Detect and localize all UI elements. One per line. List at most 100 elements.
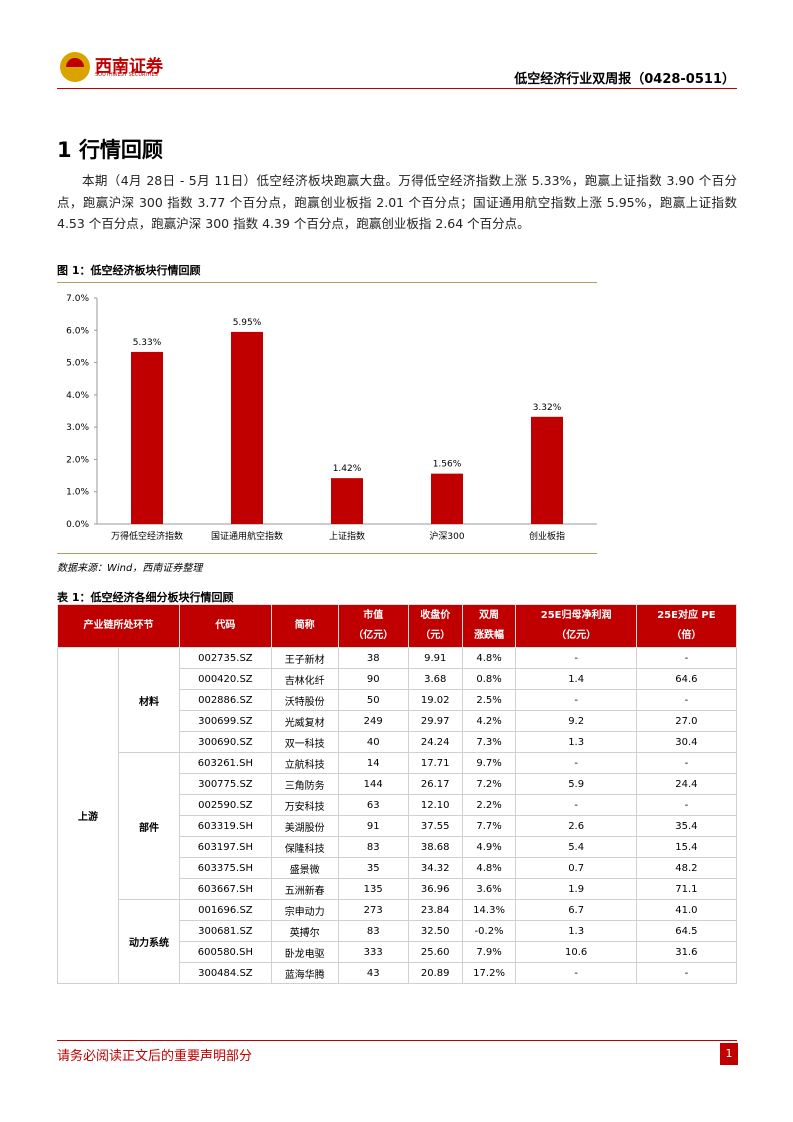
table-caption: 表 1：低空经济各细分板块行情回顾 [57, 591, 234, 604]
table-cell: 603261.SH [179, 752, 272, 774]
table-cell: 41.0 [635, 899, 738, 921]
table-row: 002886.SZ 沃特股份 50 19.02 2.5% - - [58, 689, 738, 711]
bar [331, 478, 363, 524]
value-label: 1.42% [333, 464, 362, 474]
table-cell: 35 [337, 857, 409, 879]
table-cell: 63 [337, 794, 409, 816]
table-cell: 2.5% [461, 689, 517, 711]
header-cell: 25E归母净利润 （亿元） [515, 604, 637, 648]
table-cell: 20.89 [407, 962, 463, 984]
table-cell: 249 [337, 710, 409, 732]
table-cell: 30.4 [635, 731, 738, 753]
table-cell: 0.7 [515, 857, 637, 879]
table-cell: 35.4 [635, 815, 738, 837]
table-cell: 0.8% [461, 668, 517, 690]
table-row: 603667.SH 五洲新春 135 36.96 3.6% 1.9 71.1 [58, 878, 738, 900]
table-cell: 34.32 [407, 857, 463, 879]
table-cell: 12.10 [407, 794, 463, 816]
table-cell: - [635, 794, 738, 816]
source-rule [57, 553, 597, 554]
y-tick-label: 4.0% [66, 391, 89, 401]
value-label: 5.33% [133, 338, 162, 348]
table-cell: 23.84 [407, 899, 463, 921]
table-cell: - [515, 647, 637, 669]
table-cell: 4.2% [461, 710, 517, 732]
y-tick-label: 2.0% [66, 455, 89, 465]
table-cell: 603197.SH [179, 836, 272, 858]
table-cell: 43 [337, 962, 409, 984]
table-cell: 603667.SH [179, 878, 272, 900]
table-cell: 14.3% [461, 899, 517, 921]
table-row: 000420.SZ 吉林化纤 90 3.68 0.8% 1.4 64.6 [58, 668, 738, 690]
table-cell: 15.4 [635, 836, 738, 858]
value-label: 1.56% [433, 460, 462, 470]
disclaimer: 请务必阅读正文后的重要声明部分 [57, 1049, 253, 1064]
table-cell: 300690.SZ [179, 731, 272, 753]
table-cell: 卧龙电驱 [270, 941, 339, 963]
table-cell: 三角防务 [270, 773, 339, 795]
table-cell: 300699.SZ [179, 710, 272, 732]
table-row: 部件 603261.SH 立航科技 14 17.71 9.7% - - [58, 752, 738, 900]
table-cell: 5.4 [515, 836, 637, 858]
bar [431, 473, 463, 524]
table-cell: 83 [337, 920, 409, 942]
table-cell: 2.6 [515, 815, 637, 837]
table-cell: 38.68 [407, 836, 463, 858]
header-cell: 双周 涨跌幅 [461, 604, 517, 648]
table-cell: 29.97 [407, 710, 463, 732]
value-label: 5.95% [233, 318, 262, 328]
y-tick-label: 0.0% [66, 520, 89, 530]
header-cell: 简称 [270, 604, 339, 648]
y-tick-label: 6.0% [66, 326, 89, 336]
footer-rule [57, 1040, 737, 1041]
chart: 0.0% 1.0% 2.0% 3.0% 4.0% 5.0% 6.0% 7.0% 5.33% 万得低… [66, 294, 597, 542]
table-row: 300775.SZ 三角防务 144 26.17 7.2% 5.9 24.4 [58, 773, 738, 795]
x-tick-label: 沪深300 [429, 530, 464, 542]
table-cell: 24.4 [635, 773, 738, 795]
table-cell: - [515, 689, 637, 711]
x-tick-label: 国证通用航空指数 [211, 530, 283, 542]
table-cell: 32.50 [407, 920, 463, 942]
section-number: 1 [57, 138, 72, 162]
table-cell: 5.9 [515, 773, 637, 795]
table-cell: 26.17 [407, 773, 463, 795]
table-cell: 6.7 [515, 899, 637, 921]
table-cell: 333 [337, 941, 409, 963]
table-cell: 71.1 [635, 878, 738, 900]
y-tick-label: 1.0% [66, 488, 89, 498]
table-cell: 1.3 [515, 731, 637, 753]
page-number: 1 [720, 1043, 738, 1065]
header-cell: 25E对应 PE （倍） [635, 604, 738, 648]
table-cell: 31.6 [635, 941, 738, 963]
table-cell: 27.0 [635, 710, 738, 732]
table-cell: 300484.SZ [179, 962, 272, 984]
header-cell: 产业链所处环节 [57, 604, 180, 648]
chain-cell: 上游 [57, 647, 119, 984]
table-cell: 光威复材 [270, 710, 339, 732]
y-tick-label: 5.0% [66, 359, 89, 369]
table-cell: 144 [337, 773, 409, 795]
group-cell: 部件 [118, 752, 180, 900]
table-row: 603375.SH 盛景微 35 34.32 4.8% 0.7 48.2 [58, 857, 738, 879]
table-cell: - [635, 752, 738, 774]
y-tick-label: 3.0% [66, 423, 89, 433]
table-cell: - [515, 752, 637, 774]
logo: 西南证券 [95, 57, 163, 77]
table-cell: 38 [337, 647, 409, 669]
table-cell: 3.68 [407, 668, 463, 690]
table-cell: 2.2% [461, 794, 517, 816]
value-label: 3.32% [533, 403, 562, 413]
table-cell: 50 [337, 689, 409, 711]
table-cell: 吉林化纤 [270, 668, 339, 690]
table-cell: 五洲新春 [270, 878, 339, 900]
report-title: 低空经济行业双周报（0428-0511） [514, 72, 735, 87]
bar [531, 416, 563, 524]
table-row: 300699.SZ 光威复材 249 29.97 4.2% 9.2 27.0 [58, 710, 738, 732]
table-cell: 300775.SZ [179, 773, 272, 795]
figure-caption: 图 1：低空经济板块行情回顾 [57, 264, 201, 277]
table-cell: 9.2 [515, 710, 637, 732]
table-cell: 沃特股份 [270, 689, 339, 711]
table-cell: 美湖股份 [270, 815, 339, 837]
table-cell: - [635, 647, 738, 669]
